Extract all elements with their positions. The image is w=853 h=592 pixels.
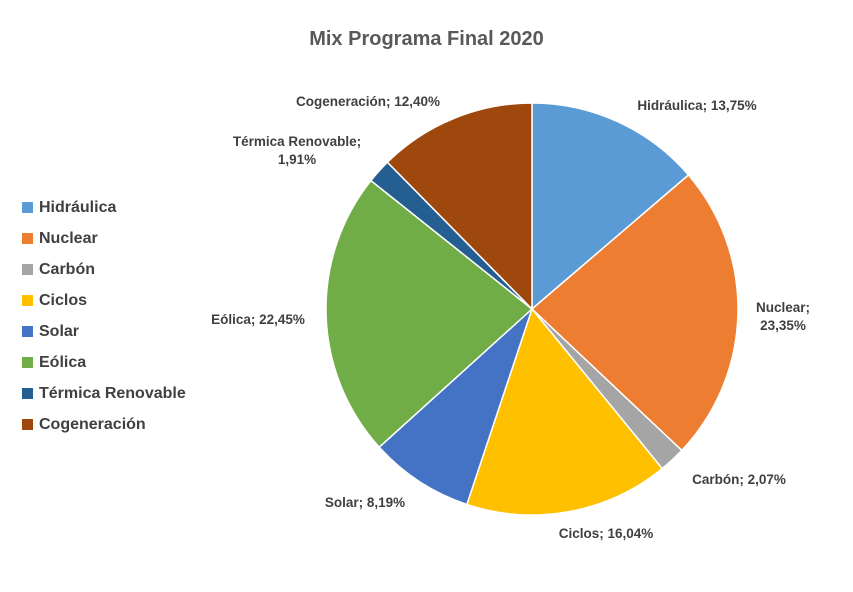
pie-slice-solar [378,306,534,506]
legend-label: Hidráulica [39,198,117,216]
data-label-carbon: Carbón; 2,07% [692,472,786,487]
legend-label: Solar [39,322,80,340]
legend-label: Cogeneración [39,415,146,433]
data-label-ciclos: Ciclos; 16,04% [559,526,654,541]
legend-item-termica-renovable: Térmica Renovable [22,378,186,409]
data-label-hidraulica: Hidráulica; 13,75% [637,98,756,113]
legend-item-eolica: Eólica [22,347,186,378]
legend-swatch [22,326,33,337]
legend-label: Carbón [39,260,95,278]
pie-slice-nuclear [530,173,739,452]
legend-label: Ciclos [39,291,88,309]
legend-item-solar: Solar [22,316,186,347]
pie-slice-hidraulica [531,102,690,311]
data-label-solar: Solar; 8,19% [325,495,405,510]
legend-label: Nuclear [39,229,98,247]
pie-slice-eolica [325,179,534,449]
pie-slice-ciclos [465,307,664,516]
legend-swatch [22,357,33,368]
legend-label: Térmica Renovable [39,384,186,402]
legend-item-carbon: Carbón [22,254,186,285]
legend-swatch [22,419,33,430]
data-label-termica-renovable: Térmica Renovable; 1,91% [233,134,361,167]
legend-item-hidraulica: Hidráulica [22,192,186,223]
legend-swatch [22,388,33,399]
legend-item-cogeneracion: Cogeneración [22,409,186,440]
legend-item-nuclear: Nuclear [22,223,186,254]
data-label-cogeneracion: Cogeneración; 12,40% [296,94,440,109]
data-label-nuclear: Nuclear; 23,35% [756,300,810,333]
legend-swatch [22,202,33,213]
pie-slice-cogeneracion [386,102,533,311]
legend-swatch [22,295,33,306]
legend-item-ciclos: Ciclos [22,285,186,316]
legend-swatch [22,264,33,275]
legend-swatch [22,233,33,244]
data-label-eolica: Eólica; 22,45% [211,312,305,327]
chart-title: Mix Programa Final 2020 [309,28,544,50]
legend-label: Eólica [39,353,87,371]
chart-legend: Hidráulica Nuclear Carbón Ciclos Solar Eólica… [22,192,186,440]
